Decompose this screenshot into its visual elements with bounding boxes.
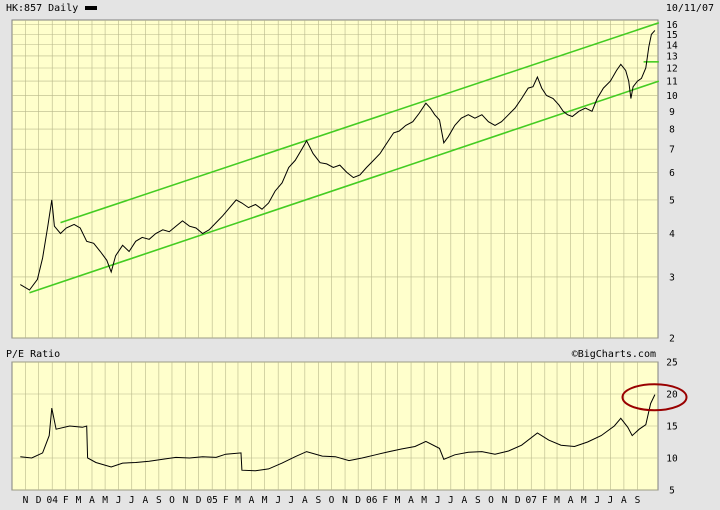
price-y-tick-label: 8 [669,125,675,136]
price-y-tick-label: 16 [666,20,678,31]
x-tick-label: A [408,495,414,506]
x-tick-label: A [462,495,468,506]
price-y-tick-label: 15 [666,30,677,41]
x-tick-label: F [223,495,229,506]
x-tick-label: N [183,495,189,506]
price-y-tick-label: 7 [669,145,675,156]
pe-series-line [20,394,656,472]
x-tick-label: S [635,495,641,506]
x-tick-label: A [568,495,574,506]
x-tick-label: M [235,495,241,506]
chart-date-label: 10/11/07 [666,3,714,14]
x-tick-label: A [142,495,148,506]
x-tick-label: J [275,495,281,506]
x-tick-label: J [594,495,600,506]
x-tick-label: O [329,495,335,506]
x-tick-label: N [502,495,508,506]
x-tick-label: M [554,495,560,506]
x-tick-label: S [475,495,481,506]
x-tick-label: F [382,495,388,506]
x-tick-label: D [196,495,202,506]
x-tick-label: J [448,495,454,506]
x-tick-label: N [342,495,348,506]
price-y-tick-label: 11 [666,77,678,88]
price-chart-title: HK:857 Daily [6,3,78,14]
pe-panel: 5 10 15 20 25 P/E Ratio ©BigCharts.com [6,349,688,497]
x-tick-label: J [288,495,294,506]
legend-swatch [85,6,97,10]
x-tick-label: M [395,495,401,506]
trend-channel-line [29,80,660,294]
pe-y-tick-label: 20 [666,390,678,401]
x-tick-label: F [542,495,548,506]
x-tick-label: S [316,495,322,506]
x-tick-label: M [262,495,268,506]
price-y-tick-label: 5 [669,195,675,206]
x-tick-label: 05 [206,495,217,506]
price-plot-area [11,19,659,339]
pe-y-tick-label: 15 [666,422,677,433]
price-y-tick-label: 12 [666,63,677,74]
x-tick-label: 06 [366,495,378,506]
x-tick-label: J [435,495,441,506]
price-series-line [20,30,656,291]
x-tick-label: M [76,495,82,506]
trend-channel-line [60,22,660,224]
x-tick-label: F [63,495,69,506]
x-tick-label: A [302,495,308,506]
price-channel-lines [29,22,660,294]
x-axis-month-labels: N D 04 F M A M J J A S O N D 05 F M A M J J A S O N D 06 F M A M J J A S O N… [23,495,641,506]
x-tick-label: M [421,495,427,506]
x-tick-label: A [89,495,95,506]
x-tick-label: D [36,495,42,506]
x-tick-label: J [607,495,613,506]
x-tick-label: O [169,495,175,506]
x-tick-label: O [488,495,494,506]
pe-y-tick-label: 5 [669,486,675,497]
x-tick-label: J [129,495,135,506]
price-y-tick-label: 2 [669,334,675,345]
pe-y-tick-label: 25 [666,358,677,369]
x-tick-label: M [581,495,587,506]
pe-y-axis: 5 10 15 20 25 [666,358,678,497]
pe-highlight-ellipse [621,383,688,412]
pe-y-tick-label: 10 [666,454,678,465]
price-y-tick-label: 9 [669,107,675,118]
x-tick-label: 07 [526,495,537,506]
x-tick-label: S [156,495,162,506]
pe-chart-title: P/E Ratio [6,349,60,360]
x-tick-label: A [621,495,627,506]
pe-grid [12,361,658,491]
x-tick-label: D [355,495,361,506]
price-grid [12,20,658,339]
x-tick-label: D [515,495,521,506]
price-y-tick-label: 13 [666,51,677,62]
x-tick-label: A [249,495,255,506]
price-y-tick-label: 3 [669,272,675,283]
x-tick-label: N [23,495,29,506]
x-tick-label: J [116,495,122,506]
price-y-tick-label: 10 [666,91,678,102]
price-y-tick-label: 14 [666,40,678,51]
watermark: ©BigCharts.com [572,349,656,360]
x-tick-label: M [102,495,108,506]
x-tick-label: 04 [46,495,58,506]
price-y-tick-label: 6 [669,168,675,179]
price-y-tick-label: 4 [669,229,675,240]
